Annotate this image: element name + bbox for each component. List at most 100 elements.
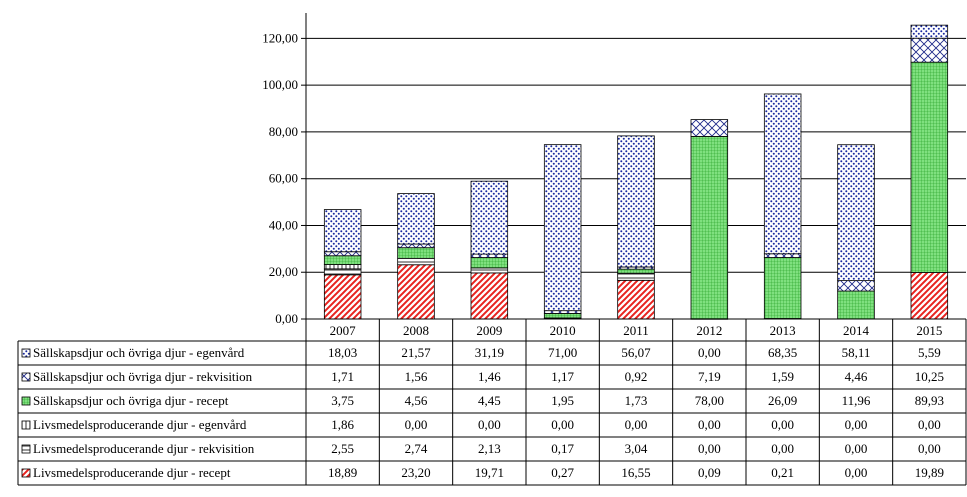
table-cell: 19,89 [915, 465, 944, 480]
x-tick-label: 2010 [550, 323, 576, 338]
table-cell: 1,56 [405, 369, 428, 384]
y-tick-label: 80,00 [269, 124, 298, 139]
bar-segment [763, 257, 802, 319]
table-cell: 0,00 [625, 417, 648, 432]
x-tick-label: 2007 [330, 323, 357, 338]
table-cell: 7,19 [698, 369, 721, 384]
y-tick-label: 120,00 [262, 30, 298, 45]
legend-key [21, 396, 31, 406]
table-cell: 71,00 [548, 345, 577, 360]
data-table: 2007 2008 2009 2010 2011 2012 2013 2014 2015 Säll… [17, 318, 967, 486]
bar-segment [543, 313, 582, 319]
table-cell: 1,86 [331, 417, 354, 432]
legend-key [21, 468, 31, 478]
table-cell: 0,00 [478, 417, 501, 432]
bar-segment [470, 267, 509, 274]
bar-segment [470, 272, 509, 320]
table-cell: 11,96 [842, 393, 871, 408]
table-cell: 26,09 [768, 393, 797, 408]
bar-segment [690, 135, 729, 320]
bar-segment [543, 144, 582, 312]
bar-segment [323, 255, 362, 265]
x-tick-label: 2009 [476, 323, 502, 338]
bar-segment [397, 247, 435, 259]
bar-segment [323, 251, 362, 257]
table-cell: 0,00 [771, 441, 794, 456]
y-tick-label: 0,00 [275, 311, 298, 326]
table-cell: 19,71 [475, 465, 504, 480]
table-cell: 0,00 [698, 417, 721, 432]
table-cell: 31,19 [475, 345, 504, 360]
table-cell: 0,00 [698, 345, 721, 360]
bar-segment [470, 253, 509, 258]
bar-segment [910, 61, 949, 273]
x-tick-label: 2015 [916, 323, 942, 338]
table-cell: 1,17 [551, 369, 574, 384]
table-cell: 18,03 [328, 345, 357, 360]
x-tick-label: 2008 [403, 323, 429, 338]
legend-label: Sällskapsdjur och övriga djur - rekvisit… [33, 369, 253, 384]
y-tick-label: 60,00 [269, 171, 298, 186]
table-cell: 3,75 [331, 393, 354, 408]
bar-segment [910, 272, 949, 320]
bar-segment [617, 268, 655, 274]
table-cell: 5,59 [918, 345, 941, 360]
bar-segment [470, 257, 509, 269]
table-cell: 1,59 [771, 369, 794, 384]
table-cell: 56,07 [621, 345, 651, 360]
table-cell: 0,00 [845, 465, 868, 480]
table-cell: 23,20 [401, 465, 430, 480]
bar-segment [617, 135, 655, 268]
bars [323, 24, 949, 320]
bar-segment [397, 257, 435, 266]
bar-segment [397, 264, 435, 320]
table-cell: 4,45 [478, 393, 501, 408]
bar-segment [397, 243, 435, 249]
table-cell: 0,27 [551, 465, 574, 480]
y-tick-label: 20,00 [269, 264, 298, 279]
bar-segment [323, 264, 362, 270]
bar-segment [690, 119, 729, 137]
y-tick-label: 100,00 [262, 77, 298, 92]
y-tick-label: 40,00 [269, 217, 298, 232]
table-cell: 2,55 [331, 441, 354, 456]
bar-segment [837, 280, 875, 292]
table-cell: 0,00 [551, 417, 574, 432]
table-cell: 1,46 [478, 369, 501, 384]
table-cell: 0,00 [918, 417, 941, 432]
table-cell: 1,73 [625, 393, 648, 408]
bar-segment [837, 290, 875, 320]
bar-segment [763, 93, 802, 255]
table-cell: 0,00 [845, 441, 868, 456]
table-cell: 4,46 [845, 369, 868, 384]
bar-segment [910, 24, 949, 39]
bar-segment [397, 193, 435, 245]
table-cell: 0,00 [405, 417, 428, 432]
table-cell: 0,21 [771, 465, 794, 480]
legend-key [21, 372, 31, 382]
table-cell: 0,17 [551, 441, 574, 456]
x-tick-label: 2012 [696, 323, 722, 338]
legend-label: Sällskapsdjur och övriga djur - recept [33, 393, 229, 408]
table-cell: 1,71 [331, 369, 354, 384]
table-cell: 58,11 [842, 345, 871, 360]
table-cell: 0,09 [698, 465, 721, 480]
bar-segment [763, 253, 802, 258]
x-tick-label: 2014 [843, 323, 870, 338]
table-cell: 0,00 [845, 417, 868, 432]
table-cell: 1,95 [551, 393, 574, 408]
table-cell: 78,00 [695, 393, 724, 408]
table-cell: 16,55 [621, 465, 650, 480]
bar-segment [323, 274, 362, 320]
table-cell: 4,56 [405, 393, 428, 408]
legend-label: Sällskapsdjur och övriga djur - egenvård [33, 345, 245, 360]
x-tick-label: 2011 [623, 323, 649, 338]
y-axis: 0,00 20,00 40,00 60,00 80,00 100,00 120,00 [262, 13, 307, 326]
bar-segment [617, 279, 655, 320]
legend-key [21, 420, 31, 430]
legend-key [21, 444, 31, 454]
legend-key [21, 348, 31, 358]
table-cell: 18,89 [328, 465, 357, 480]
table-cell: 0,92 [625, 369, 648, 384]
